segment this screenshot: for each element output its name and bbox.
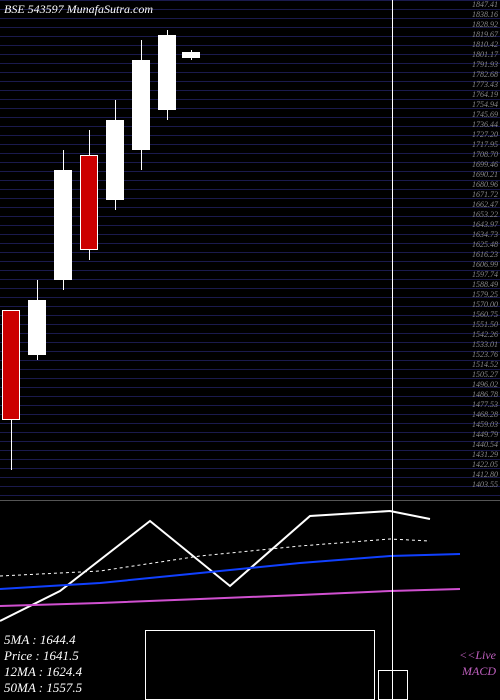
- price-label: 1412.80: [472, 470, 498, 480]
- price-label: 1727.20: [472, 130, 498, 140]
- indicator-panel: [0, 500, 500, 630]
- price-label: 1708.70: [472, 150, 498, 160]
- candle: [106, 0, 124, 500]
- price-label: 1468.28: [472, 410, 498, 420]
- price-label: 1764.19: [472, 90, 498, 100]
- candle: [2, 0, 20, 500]
- candlestick-chart: BSE 543597 MunafaSutra.com 1847.411838.1…: [0, 0, 500, 500]
- ma-text-line: Price : 1641.5: [4, 648, 79, 664]
- price-label: 1810.42: [472, 40, 498, 50]
- ma-text-line: 12MA : 1624.4: [4, 664, 82, 680]
- price-label: 1847.41: [472, 0, 498, 10]
- price-label: 1523.76: [472, 350, 498, 360]
- price-label: 1496.02: [472, 380, 498, 390]
- price-label: 1551.50: [472, 320, 498, 330]
- price-label: 1625.48: [472, 240, 498, 250]
- price-label: 1486.78: [472, 390, 498, 400]
- macd-bar-box: [145, 630, 375, 700]
- price-label: 1634.73: [472, 230, 498, 240]
- cursor-vline: [392, 0, 393, 700]
- price-label: 1773.43: [472, 80, 498, 90]
- price-label: 1653.22: [472, 210, 498, 220]
- price-label: 1542.26: [472, 330, 498, 340]
- price-label: 1643.97: [472, 220, 498, 230]
- price-label: 1431.29: [472, 450, 498, 460]
- price-label: 1819.67: [472, 30, 498, 40]
- price-label: 1838.16: [472, 10, 498, 20]
- price-label: 1745.69: [472, 110, 498, 120]
- bottom-panel: 5MA : 1644.4Price : 1641.512MA : 1624.45…: [0, 630, 500, 700]
- price-label: 1403.55: [472, 480, 498, 490]
- price-label: 1477.53: [472, 400, 498, 410]
- price-label: 1616.23: [472, 250, 498, 260]
- price-label: 1717.95: [472, 140, 498, 150]
- candle: [54, 0, 72, 500]
- price-label: 1754.94: [472, 100, 498, 110]
- price-label: 1690.21: [472, 170, 498, 180]
- price-label: 1782.68: [472, 70, 498, 80]
- price-label: 1828.92: [472, 20, 498, 30]
- price-label: 1505.27: [472, 370, 498, 380]
- price-label: 1699.46: [472, 160, 498, 170]
- price-label: 1606.99: [472, 260, 498, 270]
- macd-label: MACD: [462, 664, 496, 679]
- candle: [132, 0, 150, 500]
- candle: [182, 0, 200, 500]
- chart-title: BSE 543597 MunafaSutra.com: [4, 2, 153, 17]
- price-label: 1579.25: [472, 290, 498, 300]
- price-label: 1791.93: [472, 60, 498, 70]
- price-label: 1560.75: [472, 310, 498, 320]
- price-label: 1662.47: [472, 200, 498, 210]
- price-label: 1570.00: [472, 300, 498, 310]
- price-label: 1597.74: [472, 270, 498, 280]
- candle: [158, 0, 176, 500]
- candles-layer: [0, 0, 500, 500]
- macd-bar-box: [378, 670, 408, 700]
- price-label: 1801.17: [472, 50, 498, 60]
- price-label: 1588.49: [472, 280, 498, 290]
- price-label: 1449.79: [472, 430, 498, 440]
- ma-text-line: 50MA : 1557.5: [4, 680, 82, 696]
- price-label: 1671.72: [472, 190, 498, 200]
- price-label: 1422.05: [472, 460, 498, 470]
- price-label: 1680.96: [472, 180, 498, 190]
- price-label: 1514.52: [472, 360, 498, 370]
- ma-text-line: 5MA : 1644.4: [4, 632, 76, 648]
- indicator-lines: [0, 501, 500, 631]
- price-label: 1533.01: [472, 340, 498, 350]
- price-axis-labels: 1847.411838.161828.921819.671810.421801.…: [472, 0, 498, 490]
- price-label: 1459.03: [472, 420, 498, 430]
- price-label: 1440.54: [472, 440, 498, 450]
- live-label: <<Live: [459, 648, 496, 663]
- candle: [80, 0, 98, 500]
- price-label: 1736.44: [472, 120, 498, 130]
- candle: [28, 0, 46, 500]
